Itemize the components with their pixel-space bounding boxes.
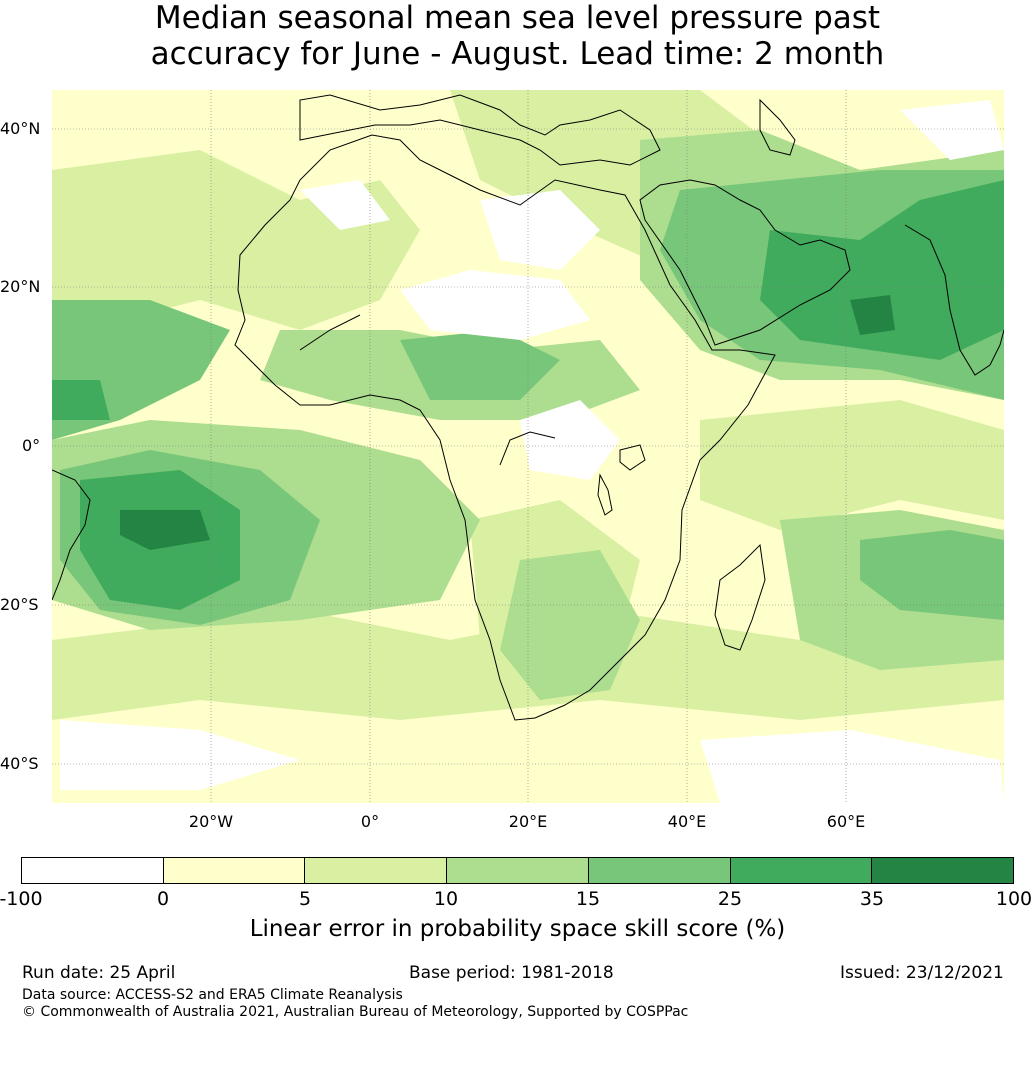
lat-label-40n: 40°N	[0, 119, 41, 138]
lat-label-0: 0°	[22, 436, 41, 455]
lat-label-20n: 20°N	[0, 277, 41, 296]
lat-label-40s: 40°S	[0, 754, 39, 773]
skill-region	[900, 100, 1004, 160]
lat-label-20s: 20°S	[0, 595, 39, 614]
congo-river	[499, 431, 556, 466]
colorbar-segment	[22, 858, 164, 883]
colorbar-segment	[872, 858, 1014, 883]
niger-river	[299, 314, 361, 351]
arabia-coastline	[639, 179, 851, 346]
lon-label-20w: 20°W	[188, 812, 234, 831]
colorbar-segment	[730, 858, 873, 883]
colorbar	[21, 857, 1014, 884]
lon-label-60e: 60°E	[826, 812, 866, 831]
copyright: © Commonwealth of Australia 2021, Austra…	[22, 1004, 689, 1020]
colorbar-segment	[305, 858, 448, 883]
lon-label-40e: 40°E	[667, 812, 707, 831]
madagascar-coastline	[714, 543, 766, 651]
skill-region	[760, 180, 1004, 360]
skill-region	[300, 180, 390, 230]
coastlines	[52, 94, 1004, 721]
skill-region	[860, 530, 1004, 620]
data-source: Data source: ACCESS-S2 and ERA5 Climate …	[22, 987, 403, 1003]
colorbar-segment	[447, 858, 589, 883]
lon-label-0: 0°	[360, 812, 380, 831]
skill-region	[480, 190, 600, 270]
skill-region	[60, 720, 300, 790]
south-america-coastline	[52, 469, 91, 601]
graticule	[52, 90, 1004, 803]
issued-date: Issued: 23/12/2021	[840, 963, 1004, 983]
lon-label-20e: 20°E	[508, 812, 548, 831]
skill-region	[52, 380, 110, 420]
skill-region	[700, 730, 1004, 803]
europe-coastline	[299, 94, 661, 166]
chart-title: Median seasonal mean sea level pressure …	[0, 0, 1035, 72]
skill-region	[400, 270, 590, 340]
skill-region	[120, 510, 210, 550]
colorbar-tick: 5	[298, 888, 312, 910]
lake-victoria	[619, 444, 646, 471]
colorbar-tick: 10	[433, 888, 459, 910]
africa-coastline	[234, 134, 776, 721]
colorbar-segment	[163, 858, 306, 883]
colorbar-tick: 25	[717, 888, 743, 910]
lake-tanganyika	[597, 473, 613, 516]
run-date: Run date: 25 April	[22, 963, 176, 983]
skill-map	[52, 90, 1004, 803]
skill-region	[500, 550, 640, 700]
colorbar-tick: -100	[0, 888, 43, 910]
base-period: Base period: 1981-2018	[409, 963, 614, 983]
skill-region	[700, 400, 1004, 530]
india-coastline	[904, 224, 1004, 376]
colorbar-tick: 35	[859, 888, 885, 910]
colorbar-label: Linear error in probability space skill …	[249, 916, 786, 942]
caspian-coastline	[759, 98, 796, 156]
colorbar-tick: 0	[156, 888, 170, 910]
colorbar-tick: 15	[575, 888, 601, 910]
title-line-1: Median seasonal mean sea level pressure …	[154, 0, 881, 36]
colorbar-tick: 100	[995, 888, 1033, 910]
title-line-2: accuracy for June - August. Lead time: 2…	[150, 36, 885, 72]
colorbar-segment	[588, 858, 731, 883]
skill-region	[400, 330, 560, 400]
skill-region	[520, 400, 620, 480]
skill-region	[850, 295, 895, 335]
